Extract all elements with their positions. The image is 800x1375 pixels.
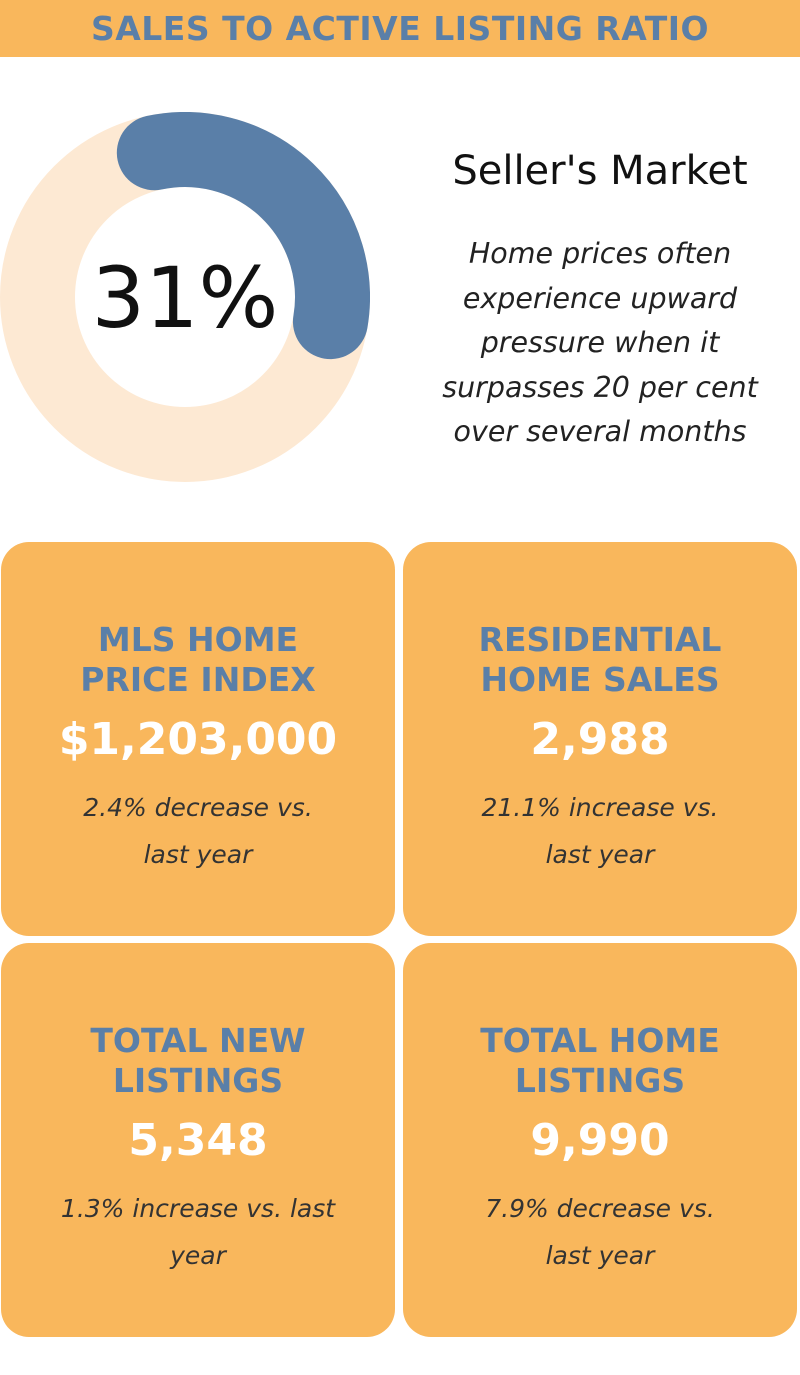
stat-card-title-line: RESIDENTIAL	[478, 620, 722, 659]
page-title: SALES TO ACTIVE LISTING RATIO	[90, 9, 710, 48]
donut-svg	[0, 112, 370, 482]
stat-card-change: 1.3% increase vs. last year	[41, 1185, 355, 1279]
market-description-line: over several months	[453, 415, 747, 448]
stat-card-change-line: 2.4% decrease vs.	[83, 793, 313, 822]
stat-card-value: 2,988	[530, 714, 670, 765]
stat-card-title-line: HOME SALES	[480, 660, 720, 699]
stat-card-value: 5,348	[128, 1115, 268, 1166]
stat-card-change-line: 21.1% increase vs.	[481, 793, 719, 822]
market-type-heading: Seller's Market	[452, 148, 748, 194]
stat-card-title-line: PRICE INDEX	[80, 660, 316, 699]
market-description-line: surpasses 20 per cent	[442, 370, 758, 404]
stat-card-residential-sales: RESIDENTIAL HOME SALES 2,988 21.1% incre…	[403, 542, 797, 936]
stat-card-change-line: 1.3% increase vs. last	[60, 1194, 336, 1223]
stat-card-title-line: TOTAL HOME	[480, 1021, 720, 1060]
stat-card-change-line: last year	[545, 1241, 655, 1270]
ratio-donut-chart: 31%	[0, 112, 370, 482]
stat-card-value: $1,203,000	[58, 714, 338, 765]
stat-card-title: TOTAL NEW LISTINGS	[1, 1021, 395, 1101]
market-description-line: Home prices often	[468, 237, 732, 270]
stat-card-value: 9,990	[530, 1115, 670, 1166]
stat-card-change-line: year	[170, 1241, 226, 1270]
market-description: Home prices often experience upward pres…	[415, 232, 785, 455]
stat-card-title: MLS HOME PRICE INDEX	[1, 620, 395, 700]
stat-card-title: RESIDENTIAL HOME SALES	[403, 620, 797, 700]
stat-card-change-line: last year	[143, 840, 253, 869]
header-bar: SALES TO ACTIVE LISTING RATIO	[0, 0, 800, 57]
stat-card-change: 21.1% increase vs. last year	[443, 784, 757, 878]
stat-card-price-index: MLS HOME PRICE INDEX $1,203,000 2.4% dec…	[1, 542, 395, 936]
market-description-line: experience upward	[462, 281, 738, 315]
stat-card-title: TOTAL HOME LISTINGS	[403, 1021, 797, 1101]
stat-card-title-line: LISTINGS	[112, 1061, 284, 1100]
stat-card-title-line: MLS HOME	[97, 620, 299, 659]
stat-card-change: 2.4% decrease vs. last year	[41, 784, 355, 878]
stat-card-title-line: TOTAL NEW	[90, 1021, 306, 1060]
stat-card-change: 7.9% decrease vs. last year	[443, 1185, 757, 1279]
stat-card-change-line: 7.9% decrease vs.	[485, 1194, 715, 1223]
stat-card-title-line: LISTINGS	[514, 1061, 686, 1100]
donut-center-label: 31%	[91, 249, 279, 347]
stat-card-new-listings: TOTAL NEW LISTINGS 5,348 1.3% increase v…	[1, 943, 395, 1337]
stat-card-home-listings: TOTAL HOME LISTINGS 9,990 7.9% decrease …	[403, 943, 797, 1337]
market-description-line: pressure when it	[480, 326, 720, 359]
stat-card-change-line: last year	[545, 840, 655, 869]
donut-value-arc	[116, 112, 370, 360]
